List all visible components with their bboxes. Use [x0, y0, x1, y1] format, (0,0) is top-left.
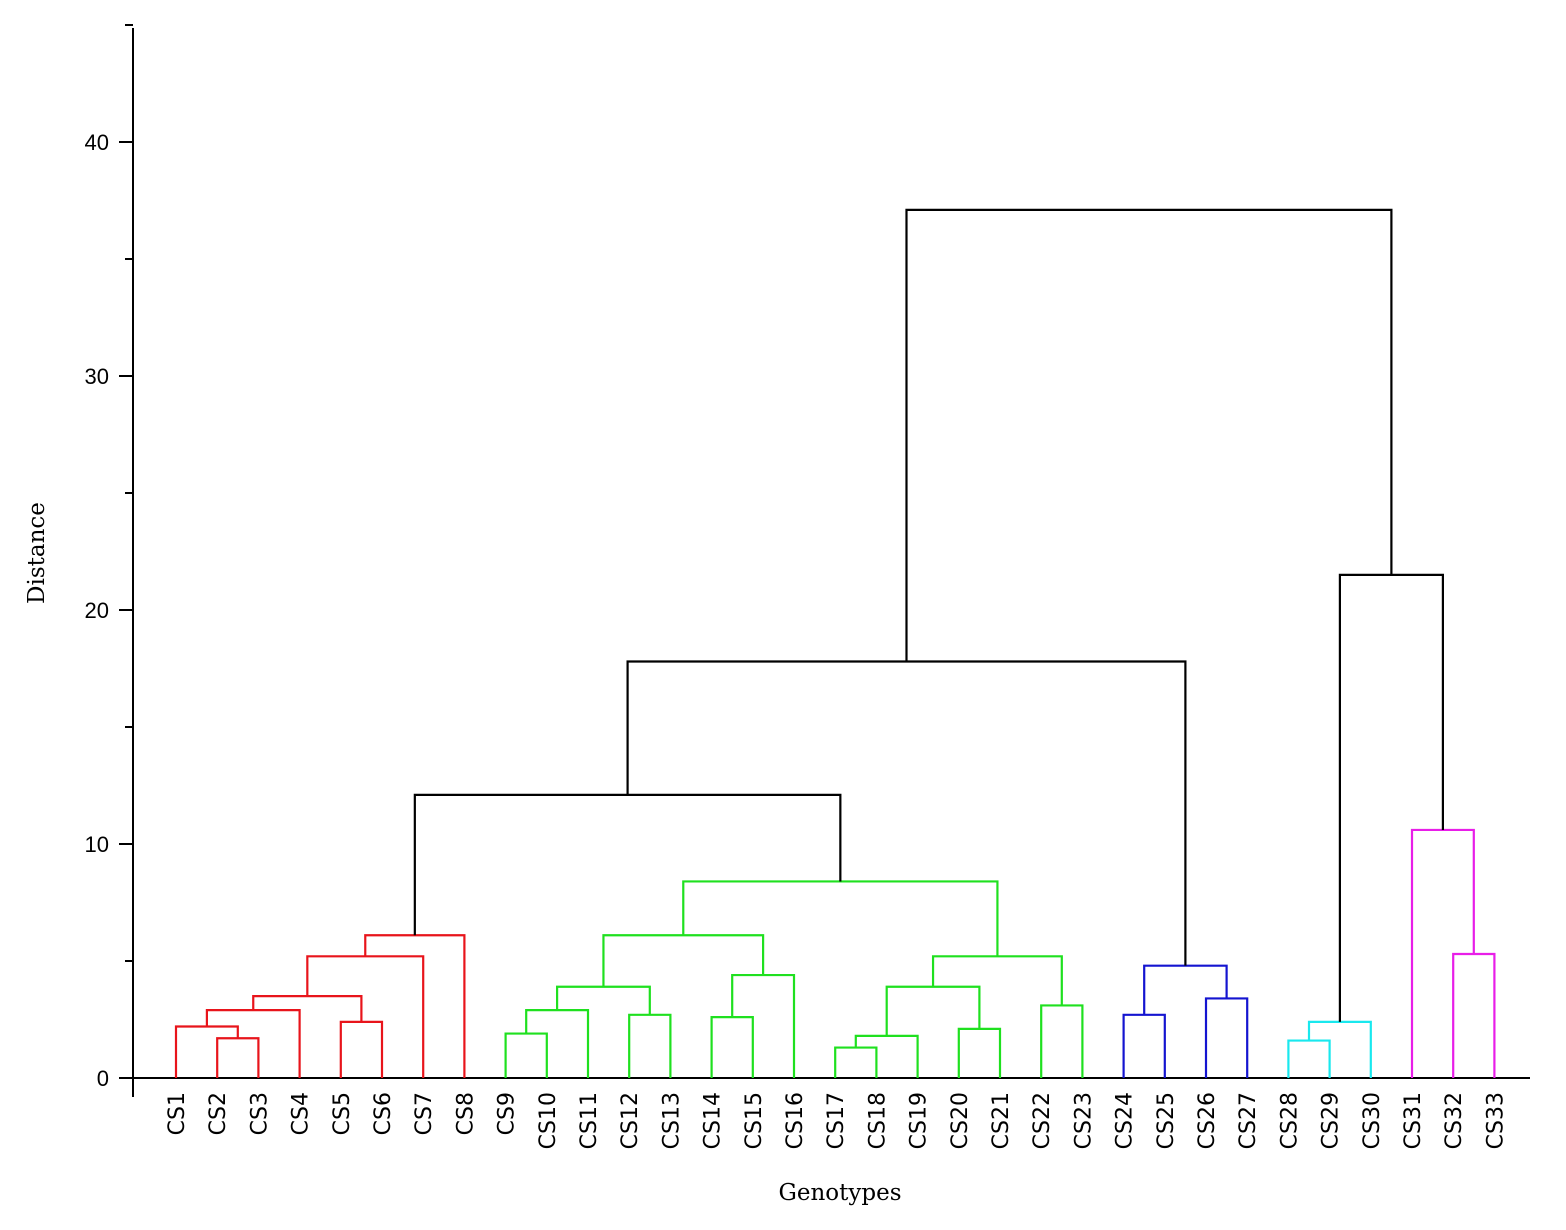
leaf-label: CS26 — [1195, 1092, 1220, 1149]
leaf-label: CS17 — [824, 1092, 849, 1149]
dendrogram-branch-m2 — [174, 1025, 239, 1078]
dendrogram-branches — [174, 208, 1496, 1078]
y-tick-label: 10 — [85, 832, 109, 857]
dendrogram-branch-m22 — [413, 793, 842, 936]
dendrogram-branch-m17 — [957, 1027, 1002, 1078]
dendrogram-branch-m21 — [682, 880, 999, 957]
leaf-label: CS33 — [1483, 1092, 1508, 1149]
dendrogram-branch-m12 — [710, 1016, 754, 1078]
dendrogram-branch-m25 — [1143, 964, 1228, 1015]
leaf-label: CS18 — [865, 1092, 890, 1149]
dendrogram-branch-m14 — [602, 934, 765, 987]
leaf-label: CS16 — [783, 1092, 808, 1149]
dendrogram-branch-m3 — [205, 1009, 301, 1078]
y-tick-label: 0 — [97, 1066, 109, 1091]
leaf-label: CS1 — [165, 1092, 190, 1135]
y-tick-label: 40 — [85, 130, 109, 155]
dendrogram-branch-m4 — [339, 1020, 384, 1078]
x-axis-title: Genotypes — [778, 1180, 901, 1206]
leaf-label: CS11 — [577, 1092, 602, 1149]
dendrogram-branch-m27 — [1287, 1039, 1331, 1078]
leaf-label: CS22 — [1030, 1092, 1055, 1149]
y-tick-label: 30 — [85, 364, 109, 389]
leaf-label: CS24 — [1113, 1092, 1138, 1149]
dendrogram-branch-m23 — [1122, 1013, 1166, 1078]
leaf-label: CS3 — [247, 1092, 272, 1135]
y-tick-label: 20 — [85, 598, 109, 623]
dendrogram-branch-m9 — [525, 1009, 590, 1078]
dendrogram-branch-m19 — [1040, 1004, 1084, 1078]
dendrogram-branch-m13 — [731, 973, 796, 1078]
leaf-labels: CS1 CS2 CS3 CS4 CS5 CS6 CS7 CS8 CS9 CS10 CS11 CS12 C… — [165, 1092, 1508, 1149]
y-ticks: 0 10 20 30 40 — [85, 24, 133, 1091]
leaf-label: CS10 — [536, 1092, 561, 1149]
leaf-label: CS25 — [1154, 1092, 1179, 1149]
leaf-label: CS27 — [1236, 1092, 1261, 1149]
leaf-label: CS5 — [330, 1092, 355, 1135]
leaf-label: CS13 — [659, 1092, 684, 1149]
dendrogram-branch-m24 — [1204, 997, 1249, 1078]
leaf-label: CS12 — [618, 1092, 643, 1149]
leaf-label: CS19 — [907, 1092, 932, 1149]
dendrogram-branch-m20 — [931, 955, 1063, 1006]
leaf-label: CS9 — [495, 1092, 520, 1135]
leaf-label: CS31 — [1401, 1092, 1426, 1149]
dendrogram-branch-m10 — [628, 1013, 672, 1078]
leaf-label: CS30 — [1360, 1092, 1385, 1149]
leaf-label: CS28 — [1277, 1092, 1302, 1149]
leaf-label: CS29 — [1319, 1092, 1344, 1149]
leaf-label: CS32 — [1442, 1092, 1467, 1149]
dendrogram-branch-m32 — [905, 208, 1393, 662]
leaf-label: CS4 — [289, 1092, 314, 1135]
leaf-label: CS8 — [453, 1092, 478, 1135]
dendrogram-branch-m5 — [252, 995, 363, 1022]
dendrogram-branch-m31 — [1338, 573, 1444, 1022]
leaf-label: CS21 — [989, 1092, 1014, 1149]
dendrogram-branch-m1 — [216, 1037, 260, 1078]
y-axis-title: Distance — [24, 502, 50, 604]
leaf-label: CS14 — [701, 1092, 726, 1149]
dendrogram-branch-m26 — [626, 660, 1187, 966]
leaf-label: CS23 — [1071, 1092, 1096, 1149]
dendrogram-branch-m28 — [1307, 1020, 1372, 1078]
dendrogram-branch-m15 — [834, 1046, 878, 1078]
dendrogram-branch-m6 — [306, 955, 425, 1078]
dendrogram-branch-m29 — [1452, 952, 1496, 1078]
leaf-label: CS7 — [412, 1092, 437, 1135]
leaf-label: CS20 — [948, 1092, 973, 1149]
leaf-label: CS6 — [371, 1092, 396, 1135]
leaf-label: CS15 — [742, 1092, 767, 1149]
leaf-label: CS2 — [206, 1092, 231, 1135]
dendrogram-branch-m16 — [854, 1034, 919, 1078]
dendrogram-branch-m8 — [504, 1032, 548, 1078]
